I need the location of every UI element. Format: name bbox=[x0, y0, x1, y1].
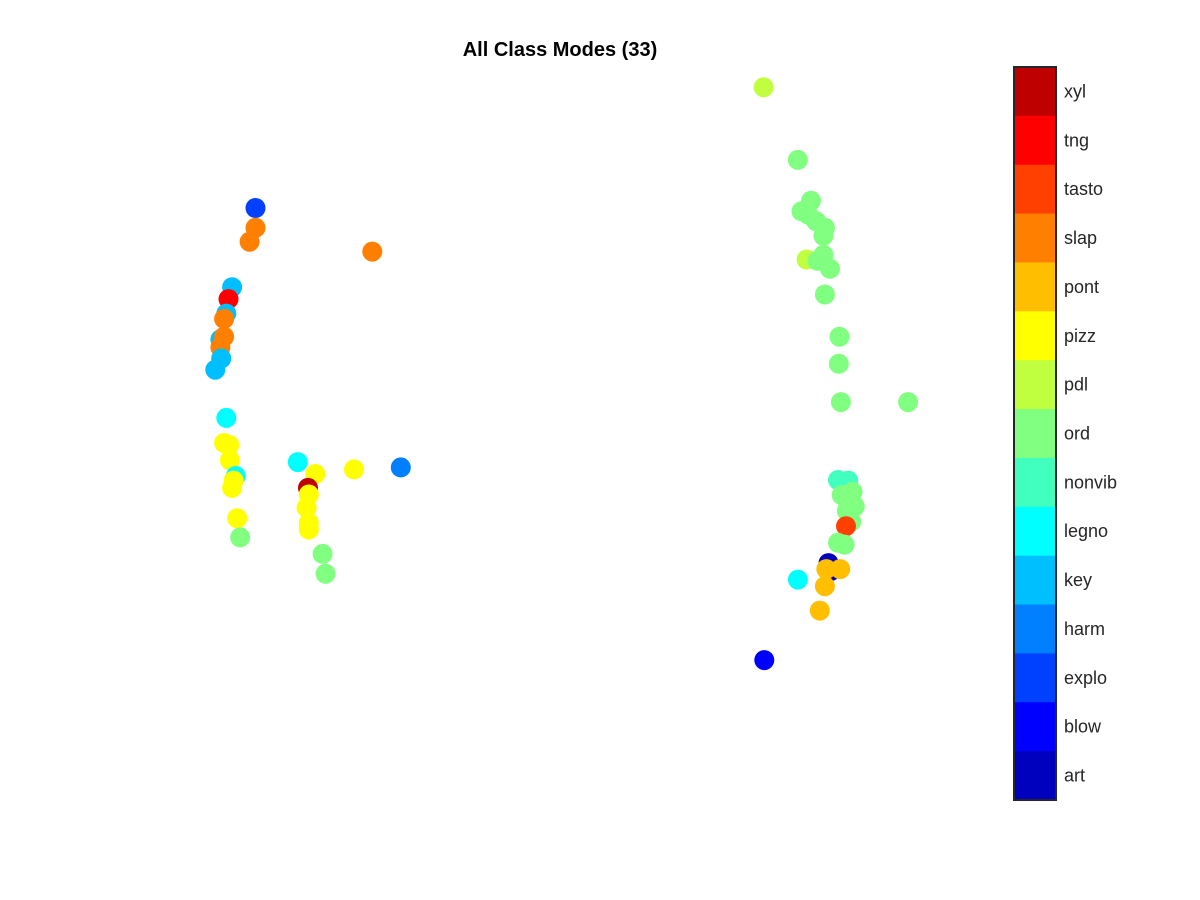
colorbar-label-key: key bbox=[1064, 570, 1092, 590]
colorbar: xyl tng tasto slap pont pizz pdl ord nonvib legno… bbox=[1013, 66, 1117, 801]
scatter-points bbox=[205, 77, 919, 671]
colorbar-label-pont: pont bbox=[1064, 277, 1099, 297]
colorbar-label-ord: ord bbox=[1064, 424, 1090, 444]
data-point-blow bbox=[754, 650, 775, 671]
data-point-ord bbox=[830, 392, 851, 413]
colorbar-swatch-pizz bbox=[1014, 311, 1056, 361]
data-point-pizz bbox=[219, 435, 240, 455]
colorbar-swatch-ord bbox=[1014, 409, 1056, 459]
colorbar-swatch-harm bbox=[1014, 604, 1056, 654]
data-point-pizz bbox=[298, 519, 319, 540]
colorbar-swatch-tng bbox=[1014, 115, 1056, 166]
colorbar-label-art: art bbox=[1064, 766, 1085, 786]
colorbar-swatch-key bbox=[1014, 555, 1056, 606]
data-point-legno bbox=[287, 452, 308, 473]
data-point-legno bbox=[216, 407, 237, 428]
colorbar-swatch-slap bbox=[1014, 213, 1056, 263]
colorbar-swatch-tasto bbox=[1014, 164, 1056, 215]
colorbar-swatch-nonvib bbox=[1014, 457, 1056, 508]
data-point-ord bbox=[834, 534, 855, 555]
chart-title: All Class Modes (33) bbox=[463, 39, 658, 61]
colorbar-label-tasto: tasto bbox=[1064, 179, 1103, 199]
data-point-harm bbox=[390, 457, 411, 478]
colorbar-swatch-pdl bbox=[1014, 360, 1056, 410]
colorbar-label-xyl: xyl bbox=[1064, 81, 1086, 101]
colorbar-label-nonvib: nonvib bbox=[1064, 472, 1117, 492]
data-point-slap bbox=[362, 241, 383, 262]
data-point-ord bbox=[315, 563, 336, 584]
data-point-ord bbox=[312, 543, 333, 564]
data-point-pizz bbox=[296, 497, 317, 518]
data-point-pizz bbox=[227, 508, 248, 529]
colorbar-label-slap: slap bbox=[1064, 228, 1097, 248]
data-point-slap bbox=[239, 231, 260, 252]
data-point-pont bbox=[816, 559, 837, 580]
colorbar-label-legno: legno bbox=[1064, 521, 1108, 541]
colorbar-label-explo: explo bbox=[1064, 668, 1107, 688]
colorbar-swatch-art bbox=[1014, 751, 1056, 801]
colorbar-swatch-legno bbox=[1014, 506, 1056, 557]
data-point-pont bbox=[830, 559, 851, 580]
data-point-ord bbox=[898, 392, 919, 413]
data-point-key bbox=[205, 359, 226, 380]
data-point-ord bbox=[813, 225, 834, 246]
colorbar-label-harm: harm bbox=[1064, 619, 1105, 639]
colorbar-label-tng: tng bbox=[1064, 130, 1089, 150]
colorbar-swatch-blow bbox=[1014, 702, 1056, 752]
data-point-pizz bbox=[219, 450, 240, 471]
data-point-ord bbox=[230, 527, 251, 548]
data-point-ord bbox=[787, 149, 808, 170]
data-point-pont bbox=[809, 600, 830, 621]
data-point-slap bbox=[214, 308, 235, 329]
colorbar-border bbox=[1013, 66, 1057, 801]
data-point-pizz bbox=[222, 477, 243, 498]
data-point-pdl bbox=[753, 77, 774, 98]
colorbar-swatch-pont bbox=[1014, 262, 1056, 312]
data-point-ord bbox=[829, 326, 850, 347]
colorbar-swatch-xyl bbox=[1014, 67, 1056, 117]
colorbar-label-pizz: pizz bbox=[1064, 326, 1096, 346]
data-point-pizz bbox=[344, 459, 364, 480]
data-point-explo bbox=[245, 198, 266, 218]
data-point-ord bbox=[831, 485, 852, 506]
data-point-ord bbox=[814, 284, 835, 305]
data-point-ord bbox=[828, 353, 849, 374]
data-point-ord bbox=[820, 258, 840, 279]
colorbar-label-pdl: pdl bbox=[1064, 375, 1088, 395]
colorbar-label-blow: blow bbox=[1064, 717, 1102, 737]
data-point-pont bbox=[814, 576, 835, 597]
colorbar-swatch-explo bbox=[1014, 653, 1056, 703]
data-point-legno bbox=[787, 569, 808, 590]
data-point-tasto bbox=[836, 516, 856, 537]
